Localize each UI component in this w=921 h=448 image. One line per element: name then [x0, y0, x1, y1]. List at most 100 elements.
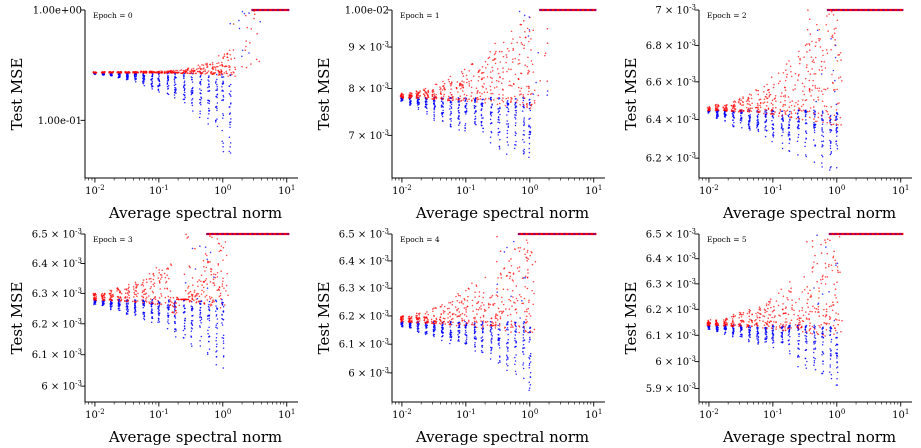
point-red	[152, 283, 155, 286]
point-red	[749, 109, 751, 112]
point-red	[482, 324, 484, 327]
point-blue	[523, 119, 525, 121]
point-red	[126, 292, 129, 294]
point-red	[821, 69, 823, 71]
point-blue	[183, 327, 186, 329]
point-red	[524, 64, 527, 66]
point-red	[143, 290, 145, 293]
point-red	[435, 317, 438, 320]
point-blue	[150, 79, 153, 81]
point-blue	[515, 354, 517, 356]
point-red	[502, 94, 504, 96]
point-blue	[781, 125, 783, 128]
point-red	[785, 110, 787, 113]
point-red	[510, 323, 513, 326]
point-red	[449, 91, 452, 94]
point-red	[731, 318, 734, 320]
point-blue	[836, 148, 839, 150]
point-blue	[142, 313, 144, 315]
point-red	[800, 105, 803, 108]
point-blue	[207, 86, 209, 89]
point-red	[400, 94, 403, 96]
point-red	[442, 80, 444, 83]
point-red	[514, 95, 516, 98]
point-red	[517, 77, 520, 80]
point-blue	[506, 123, 508, 125]
point-blue	[442, 334, 444, 337]
point-red	[198, 70, 201, 73]
point-red	[813, 61, 815, 64]
point-red	[435, 83, 438, 86]
point-blue	[417, 106, 420, 109]
point-blue	[143, 75, 145, 77]
point-red	[839, 116, 842, 119]
point-red	[192, 72, 195, 75]
point-red	[245, 45, 247, 48]
point-red	[546, 27, 549, 30]
point-red	[169, 263, 172, 265]
point-red	[246, 26, 249, 29]
point-blue	[449, 326, 451, 328]
point-blue	[724, 332, 726, 334]
point-blue	[821, 162, 823, 164]
point-blue	[408, 326, 411, 328]
point-blue	[174, 73, 176, 76]
point-red	[780, 95, 782, 98]
point-red	[176, 296, 178, 299]
point-blue	[216, 109, 218, 112]
point-blue	[401, 325, 404, 327]
point-blue	[523, 377, 525, 380]
point-red	[150, 280, 152, 283]
point-blue	[200, 303, 202, 305]
point-red	[748, 93, 751, 96]
point-blue	[723, 115, 726, 118]
point-blue	[199, 110, 201, 112]
point-red	[431, 308, 434, 310]
point-red	[493, 87, 496, 89]
point-red	[459, 313, 462, 316]
point-red	[465, 308, 467, 311]
scatter-points	[399, 235, 537, 392]
point-red	[228, 66, 230, 69]
point-red	[435, 307, 437, 310]
point-red	[186, 298, 189, 301]
point-blue	[465, 341, 468, 343]
x-tick-label: 10-1	[456, 184, 476, 197]
point-red	[808, 116, 811, 119]
point-blue	[143, 81, 145, 83]
point-red	[474, 317, 476, 320]
point-red	[510, 68, 512, 71]
point-blue	[208, 308, 210, 311]
point-blue	[788, 127, 790, 129]
point-red	[784, 113, 787, 115]
point-red	[451, 313, 454, 315]
point-red	[806, 28, 809, 31]
point-red	[706, 324, 709, 327]
point-blue	[765, 115, 767, 118]
point-red	[750, 97, 753, 100]
point-red	[494, 327, 497, 329]
point-blue	[174, 96, 176, 99]
y-axis-title: Test MSE	[8, 282, 26, 355]
point-red	[725, 109, 727, 112]
point-blue	[174, 83, 177, 86]
point-red	[211, 62, 214, 64]
point-blue	[424, 105, 427, 108]
point-red	[525, 239, 528, 241]
point-red	[814, 87, 817, 89]
point-blue	[747, 125, 750, 127]
point-blue	[465, 334, 468, 336]
point-blue	[805, 137, 807, 139]
point-blue	[498, 360, 501, 362]
point-red	[408, 315, 411, 318]
point-red	[145, 292, 148, 294]
point-red	[402, 96, 405, 99]
point-blue	[805, 155, 807, 158]
point-blue	[529, 361, 532, 363]
point-red	[175, 311, 178, 314]
point-red	[465, 98, 468, 101]
point-blue	[529, 354, 531, 357]
point-red	[249, 41, 251, 44]
point-red	[525, 103, 528, 106]
point-red	[230, 71, 233, 74]
